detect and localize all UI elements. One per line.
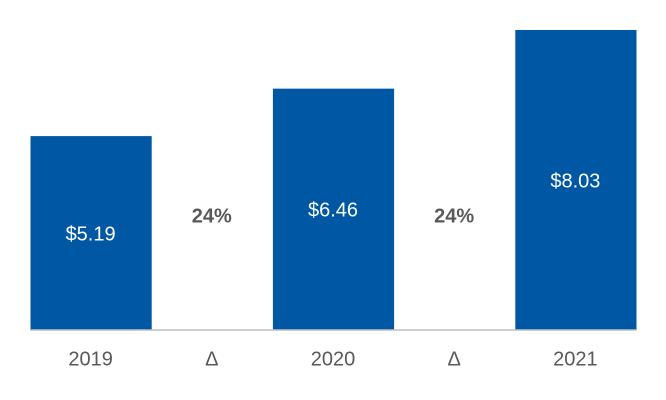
value-label: $5.19 [66,223,116,245]
bar [30,136,152,330]
bar [515,30,637,330]
value-label: $8.03 [550,170,600,192]
x-tick-label: Δ [448,348,461,370]
value-label: $6.46 [308,200,358,222]
x-tick-label: 2020 [311,348,356,370]
x-tick-label: 2019 [68,348,113,370]
delta-label: 24% [192,205,232,227]
x-tick-label: 2021 [553,348,598,370]
x-tick-label: Δ [205,348,218,370]
delta-label: 24% [434,205,474,227]
bar [272,88,395,330]
